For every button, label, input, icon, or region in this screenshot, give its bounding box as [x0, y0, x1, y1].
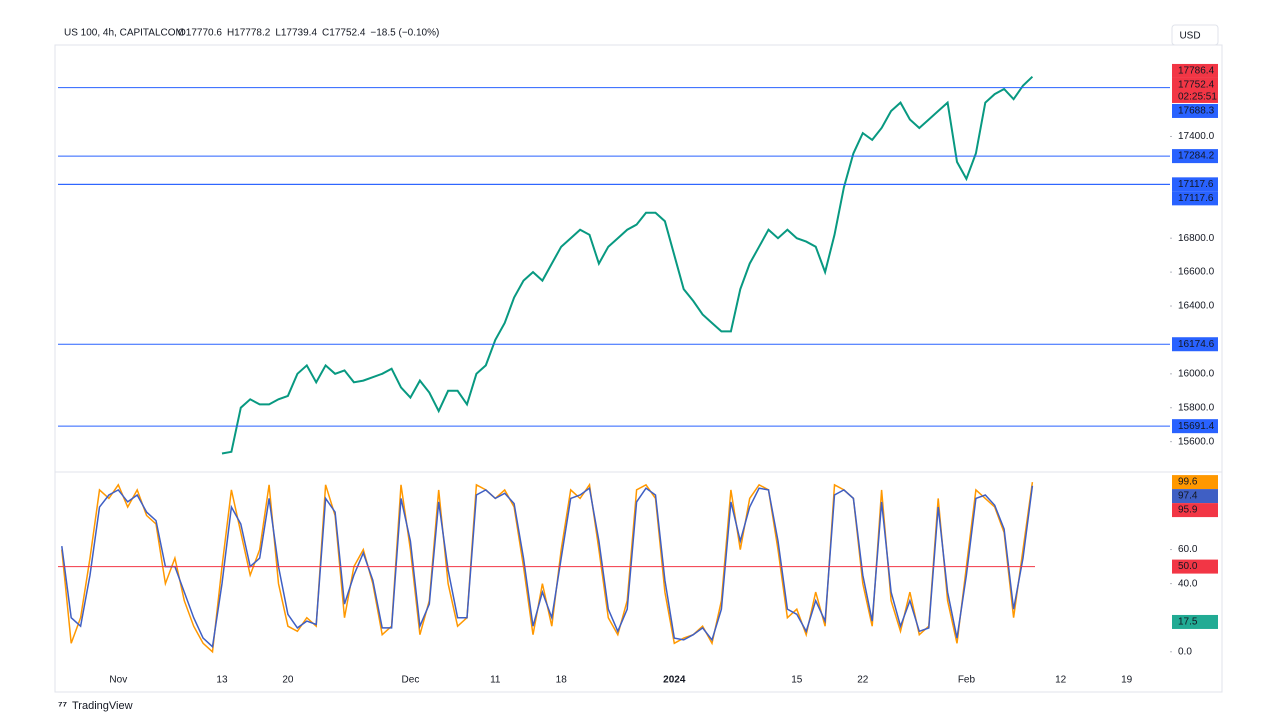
price-label: 99.6 [1178, 477, 1198, 488]
frame [54, 44, 1223, 693]
price-label-bg [1172, 419, 1218, 434]
x-tick-label: 18 [556, 675, 568, 686]
price-label-bg [1172, 475, 1218, 490]
y-tick-label: 60.0 [1178, 544, 1198, 555]
price-label: 50.0 [1178, 561, 1198, 572]
y-tick-label: 40.0 [1178, 578, 1198, 589]
price-label-bg [1172, 177, 1218, 192]
price-label-bg [1172, 103, 1218, 118]
y-tick-label: 16400.0 [1178, 301, 1215, 312]
currency-button[interactable] [1171, 24, 1219, 46]
price-label: 17786.4 [1178, 66, 1215, 77]
price-label-bg [1172, 191, 1218, 206]
x-tick-label: 11 [490, 675, 501, 686]
x-tick-label: 15 [791, 675, 803, 686]
price-label: 17.5 [1178, 617, 1198, 628]
price-label-bg [1172, 503, 1218, 518]
y-tick-label: 17400.0 [1178, 131, 1215, 142]
x-tick-label: 2024 [663, 675, 686, 686]
y-tick-label: 16600.0 [1178, 267, 1215, 278]
y-tick-label: 16000.0 [1178, 368, 1215, 379]
chart-title: US 100, 4h, CAPITALCOM [64, 28, 184, 39]
price-label: 17284.2 [1178, 151, 1215, 162]
price-label: 95.9 [1178, 505, 1198, 516]
x-tick-label: Dec [402, 675, 420, 686]
x-tick-label: Feb [958, 675, 976, 686]
x-tick-label: 20 [282, 675, 294, 686]
series-line [221, 75, 1034, 455]
price-label-bg [1172, 337, 1218, 352]
x-tick-label: Nov [109, 675, 127, 686]
price-label: 17752.4 [1178, 80, 1215, 91]
series-line [61, 485, 1034, 649]
change: −18.5 (−0.10%) [370, 28, 439, 39]
ohlc-value: L17739.4 [275, 28, 317, 39]
x-tick-label: 13 [216, 675, 228, 686]
ohlc-value: H17778.2 [227, 28, 271, 39]
countdown-bg [1172, 90, 1218, 103]
price-label: 97.4 [1178, 491, 1198, 502]
y-tick-label: 15800.0 [1178, 402, 1215, 413]
y-tick-label: 16800.0 [1178, 233, 1215, 244]
price-label: 17688.3 [1178, 106, 1215, 117]
price-label-bg [1172, 559, 1218, 574]
y-tick-label: 0.0 [1178, 646, 1192, 657]
x-tick-label: 12 [1055, 675, 1067, 686]
price-label: 15691.4 [1178, 421, 1215, 432]
price-label-bg [1172, 489, 1218, 504]
ohlc-value: C17752.4 [322, 28, 366, 39]
x-tick-label: 19 [1121, 675, 1133, 686]
price-label: 16174.6 [1178, 339, 1215, 350]
ohlc-value: O17770.6 [178, 28, 222, 39]
footer-logo: TradingView [72, 700, 133, 712]
price-label: 17117.6 [1178, 193, 1214, 204]
countdown: 02:25:51 [1178, 92, 1217, 103]
price-label-bg [1172, 63, 1218, 78]
x-tick-label: 22 [857, 675, 869, 686]
price-label-bg [1172, 149, 1218, 164]
price-label: 17117.6 [1178, 179, 1214, 190]
price-label-bg [1172, 614, 1218, 629]
y-tick-label: 15600.0 [1178, 436, 1215, 447]
currency[interactable]: USD [1179, 31, 1200, 42]
price-label-bg [1172, 77, 1218, 92]
logo-mark: ⁷⁷ [58, 700, 68, 712]
